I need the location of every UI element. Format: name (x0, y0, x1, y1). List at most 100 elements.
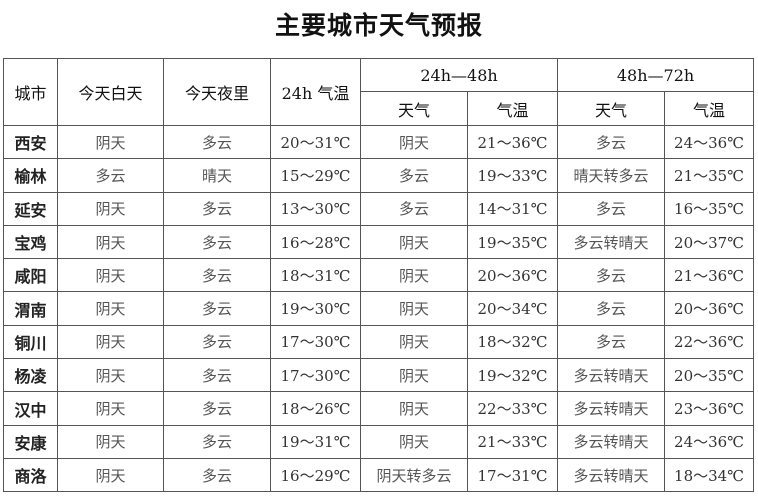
table-row: 汉中 阴天 多云 18～26℃ 阴天 22～33℃ 多云转晴天 23～36℃ (3, 391, 755, 426)
today-night-weather: 多云 (163, 124, 271, 160)
city-name: 商洛 (3, 457, 58, 493)
weather-24-48: 阴天 (360, 224, 468, 260)
temp-24h: 16～29℃ (270, 457, 361, 493)
weather-48-72: 多云转晴天 (557, 457, 666, 493)
temp-24-48: 19～32℃ (466, 358, 559, 393)
temp-24-48: 21～36℃ (466, 124, 559, 160)
temp-48-72: 24～36℃ (664, 124, 755, 160)
table-row: 商洛 阴天 多云 16～29℃ 阴天转多云 17～31℃ 多云转晴天 18～34℃ (3, 457, 755, 493)
today-day-weather: 阴天 (57, 124, 164, 160)
weather-24-48: 阴天 (360, 324, 468, 360)
weather-24-48: 阴天 (360, 258, 468, 293)
city-name: 宝鸡 (3, 224, 58, 260)
city-name: 铜川 (3, 324, 58, 360)
city-name: 咸阳 (3, 258, 58, 293)
table-row: 杨凌 阴天 多云 17～30℃ 阴天 19～32℃ 多云转晴天 20～35℃ (3, 358, 755, 393)
today-day-weather: 阴天 (57, 258, 164, 293)
temp-48-72: 20～36℃ (664, 291, 755, 326)
today-night-weather: 多云 (163, 291, 271, 326)
temp-48-72: 24～36℃ (664, 424, 755, 459)
city-name: 渭南 (3, 291, 58, 326)
temp-48-72: 21～35℃ (664, 158, 755, 193)
table-row: 榆林 多云 晴天 15～29℃ 多云 19～33℃ 晴天转多云 21～35℃ (3, 158, 755, 193)
weather-24-48: 阴天转多云 (360, 457, 468, 493)
weather-24-48: 阴天 (360, 424, 468, 459)
city-name: 延安 (3, 191, 58, 226)
temp-24-48: 22～33℃ (466, 391, 559, 426)
temp-48-72: 16～35℃ (664, 191, 755, 226)
temp-24-48: 18～32℃ (466, 324, 559, 360)
temp-24h: 18～31℃ (270, 258, 361, 293)
today-day-weather: 阴天 (57, 324, 164, 360)
header-temp-48-72: 气温 (664, 91, 755, 126)
header-weather-48-72: 天气 (557, 91, 666, 126)
weather-48-72: 多云转晴天 (557, 391, 666, 426)
city-name: 安康 (3, 424, 58, 459)
temp-24-48: 19～35℃ (466, 224, 559, 260)
temp-24-48: 14～31℃ (466, 191, 559, 226)
today-day-weather: 阴天 (57, 358, 164, 393)
temp-24h: 19～31℃ (270, 424, 361, 459)
temp-48-72: 21～36℃ (664, 258, 755, 293)
city-name: 汉中 (3, 391, 58, 426)
city-name: 榆林 (3, 158, 58, 193)
weather-48-72: 多云 (557, 191, 666, 226)
weather-48-72: 多云转晴天 (557, 358, 666, 393)
today-night-weather: 晴天 (163, 158, 271, 193)
temp-48-72: 20～35℃ (664, 358, 755, 393)
weather-48-72: 多云 (557, 124, 666, 160)
temp-24h: 13～30℃ (270, 191, 361, 226)
today-night-weather: 多云 (163, 224, 271, 260)
temp-24-48: 21～33℃ (466, 424, 559, 459)
weather-forecast-table: 城市 今天白天 今天夜里 24h 气温 24h—48h 48h—72h 天气 气… (3, 58, 755, 493)
header-temp-24-48: 气温 (466, 91, 559, 126)
weather-48-72: 多云转晴天 (557, 224, 666, 260)
page-title: 主要城市天气预报 (274, 11, 483, 40)
weather-48-72: 晴天转多云 (557, 158, 666, 193)
today-night-weather: 多云 (163, 358, 271, 393)
header-temp-24h: 24h 气温 (270, 58, 361, 126)
table-row: 咸阳 阴天 多云 18～31℃ 阴天 20～36℃ 多云 21～36℃ (3, 258, 755, 293)
weather-48-72: 多云 (557, 258, 666, 293)
table-row: 铜川 阴天 多云 17～30℃ 阴天 18～32℃ 多云 22～36℃ (3, 324, 755, 360)
weather-24-48: 多云 (360, 191, 468, 226)
weather-48-72: 多云 (557, 291, 666, 326)
temp-24h: 19～30℃ (270, 291, 361, 326)
temp-48-72: 20～37℃ (664, 224, 755, 260)
today-day-weather: 阴天 (57, 224, 164, 260)
temp-24-48: 20～34℃ (466, 291, 559, 326)
temp-24h: 15～29℃ (270, 158, 361, 193)
table-row: 西安 阴天 多云 20～31℃ 阴天 21～36℃ 多云 24～36℃ (3, 124, 755, 160)
temp-24h: 16～28℃ (270, 224, 361, 260)
header-range-48-72: 48h—72h (557, 58, 755, 92)
today-day-weather: 阴天 (57, 424, 164, 459)
weather-24-48: 阴天 (360, 358, 468, 393)
city-name: 西安 (3, 124, 58, 160)
today-day-weather: 阴天 (57, 191, 164, 226)
temp-48-72: 22～36℃ (664, 324, 755, 360)
temp-48-72: 18～34℃ (664, 457, 755, 493)
temp-24-48: 19～33℃ (466, 158, 559, 193)
today-day-weather: 阴天 (57, 457, 164, 493)
temp-24h: 17～30℃ (270, 324, 361, 360)
weather-48-72: 多云 (557, 324, 666, 360)
table-row: 宝鸡 阴天 多云 16～28℃ 阴天 19～35℃ 多云转晴天 20～37℃ (3, 224, 755, 260)
header-today-day: 今天白天 (57, 58, 164, 126)
temp-24h: 20～31℃ (270, 124, 361, 160)
temp-48-72: 23～36℃ (664, 391, 755, 426)
table-row: 延安 阴天 多云 13～30℃ 多云 14～31℃ 多云 16～35℃ (3, 191, 755, 226)
weather-24-48: 阴天 (360, 391, 468, 426)
weather-24-48: 多云 (360, 158, 468, 193)
header-weather-24-48: 天气 (360, 91, 468, 126)
weather-24-48: 阴天 (360, 124, 468, 160)
temp-24h: 17～30℃ (270, 358, 361, 393)
today-night-weather: 多云 (163, 424, 271, 459)
header-range-24-48: 24h—48h (359, 58, 559, 92)
today-night-weather: 多云 (163, 258, 271, 293)
today-day-weather: 阴天 (57, 291, 164, 326)
today-day-weather: 阴天 (57, 391, 164, 426)
temp-24h: 18～26℃ (270, 391, 361, 426)
weather-24-48: 阴天 (360, 291, 468, 326)
city-name: 杨凌 (3, 358, 58, 393)
header-today-night: 今天夜里 (163, 58, 271, 126)
